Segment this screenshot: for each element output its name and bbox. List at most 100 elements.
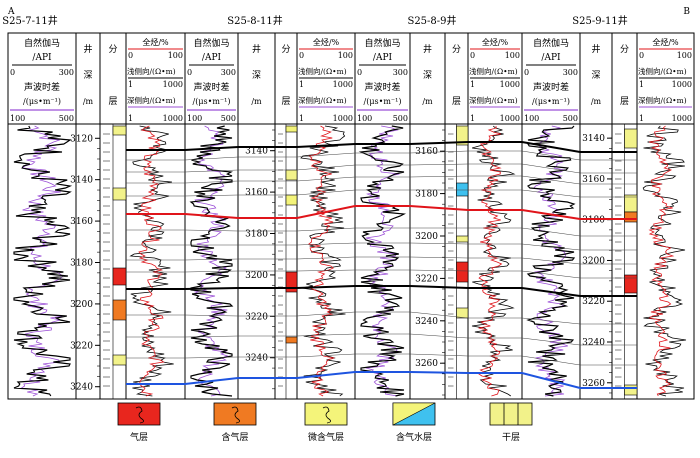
shallow-res-curve: [642, 125, 687, 397]
gr-scale-max: 300: [563, 68, 578, 77]
depth-header-2: 深: [591, 70, 600, 81]
layer-header-2: 层: [452, 96, 461, 107]
depth-header-3: /m: [422, 97, 433, 106]
depth-tick-label: 3160: [70, 217, 93, 227]
shallow-res-min: 1: [639, 80, 644, 89]
depth-header-2: 深: [252, 70, 261, 81]
gr-header-title: 自然伽马: [193, 37, 229, 49]
gr-scale-min: 0: [524, 68, 529, 77]
depth-tick-label: 3180: [415, 190, 438, 200]
layer-header-1: 分: [108, 44, 117, 55]
shallow-res-header: 浅侧向/(Ω•m): [127, 66, 176, 76]
legend-label-2: 微含气层: [308, 431, 344, 443]
sonic-scale-min: 100: [524, 114, 539, 123]
sonic-scale-max: 500: [563, 114, 578, 123]
deep-res-min: 1: [639, 114, 644, 123]
correlation-thin: [126, 175, 637, 185]
layer-block: [285, 336, 298, 344]
depth-header-3: /m: [251, 97, 262, 106]
correlation-mid: [126, 285, 637, 297]
legend-swatch-4: [489, 402, 533, 426]
depth-tick-label: 3240: [245, 354, 268, 364]
gr-header-unit: /API: [541, 53, 561, 63]
total-gas-max: 100: [677, 51, 692, 60]
gr-scale-max: 300: [221, 68, 236, 77]
correlation-thin: [126, 163, 637, 174]
depth-header-1: 井: [83, 43, 92, 55]
total-gas-max: 100: [505, 51, 520, 60]
deep-res-header: 深侧向/(Ω•m): [638, 95, 687, 105]
sonic-header-unit: /(μs•m⁻¹): [532, 97, 570, 106]
depth-tick-label: 3140: [70, 176, 93, 186]
correlation-thin: [126, 311, 637, 325]
well-name-1: S25-8-11井: [227, 14, 282, 27]
layer-block: [112, 125, 127, 136]
legend-label-4: 干层: [502, 432, 520, 443]
total-gas-curve: [648, 125, 675, 397]
shallow-res-min: 1: [128, 80, 133, 89]
total-gas-curve: [307, 125, 336, 397]
layer-block: [624, 128, 638, 149]
shallow-res-header: 浅侧向/(Ω•m): [469, 66, 518, 76]
layer-block: [624, 211, 638, 223]
layer-block: [456, 235, 469, 243]
gamma-ray-curve: [13, 125, 73, 397]
depth-tick-label: 3200: [245, 271, 268, 281]
total-gas-max: 100: [338, 51, 353, 60]
layer-header-1: 分: [452, 44, 461, 55]
depth-tick-label: 3200: [70, 300, 93, 310]
depth-tick-label: 3260: [582, 379, 605, 389]
depth-tick-label: 3260: [415, 359, 438, 369]
total-gas-min: 0: [299, 51, 304, 60]
gr-scale-max: 300: [393, 68, 408, 77]
correlation-thin: [126, 333, 637, 346]
correlation-thin: [126, 353, 637, 366]
total-gas-header: 全烃/%: [313, 37, 340, 47]
layer-block: [112, 354, 127, 366]
total-gas-curve: [478, 125, 503, 397]
depth-tick-label: 3140: [245, 147, 268, 157]
depth-tick-label: 3160: [245, 188, 268, 198]
sonic-scale-max: 500: [393, 114, 408, 123]
gas-symbol-icon: [322, 406, 331, 424]
depth-tick-label: 3160: [582, 175, 605, 185]
depth-tick-label: 3140: [582, 134, 605, 144]
shallow-res-max: 1000: [163, 80, 183, 89]
deep-res-min: 1: [128, 114, 133, 123]
total-gas-min: 0: [639, 51, 644, 60]
well-name-3: S25-9-11井: [572, 14, 627, 27]
layer-block: [624, 274, 638, 294]
total-gas-header: 全烃/%: [652, 37, 679, 47]
depth-header-2: 深: [423, 70, 432, 81]
depth-tick-label: 3220: [245, 312, 268, 322]
layer-block: [456, 182, 469, 197]
sonic-header-title: 声波时差: [533, 81, 569, 93]
correlation-thin: [126, 269, 637, 279]
sonic-header-unit: /(μs•m⁻¹): [23, 97, 61, 106]
shallow-res-curve: [300, 125, 346, 397]
correlation-thin: [126, 242, 637, 251]
gas-symbol-icon: [231, 406, 240, 424]
shallow-res-min: 1: [299, 80, 304, 89]
gr-scale-min: 0: [187, 68, 192, 77]
gas-symbol-icon: [135, 406, 144, 424]
depth-tick-label: 3220: [415, 274, 438, 284]
legend-label-1: 含气层: [221, 431, 248, 443]
layer-block: [456, 307, 469, 319]
sonic-scale-min: 100: [10, 114, 25, 123]
layer-header-1: 分: [281, 44, 290, 55]
depth-header-1: 井: [252, 43, 261, 55]
deep-res-min: 1: [470, 114, 475, 123]
deep-res-header: 深侧向/(Ω•m): [298, 95, 347, 105]
total-gas-header: 全烃/%: [482, 37, 509, 47]
correlation-top: [126, 141, 637, 153]
layer-header-2: 层: [620, 96, 629, 107]
deep-res-max: 1000: [163, 114, 183, 123]
shallow-res-max: 1000: [672, 80, 692, 89]
sonic-scale-max: 500: [221, 114, 236, 123]
sonic-scale-max: 500: [59, 114, 74, 123]
layer-block: [285, 194, 298, 206]
corner-label-right: B: [683, 7, 690, 17]
sonic-scale-min: 100: [357, 114, 372, 123]
correlation-thin: [126, 256, 637, 265]
